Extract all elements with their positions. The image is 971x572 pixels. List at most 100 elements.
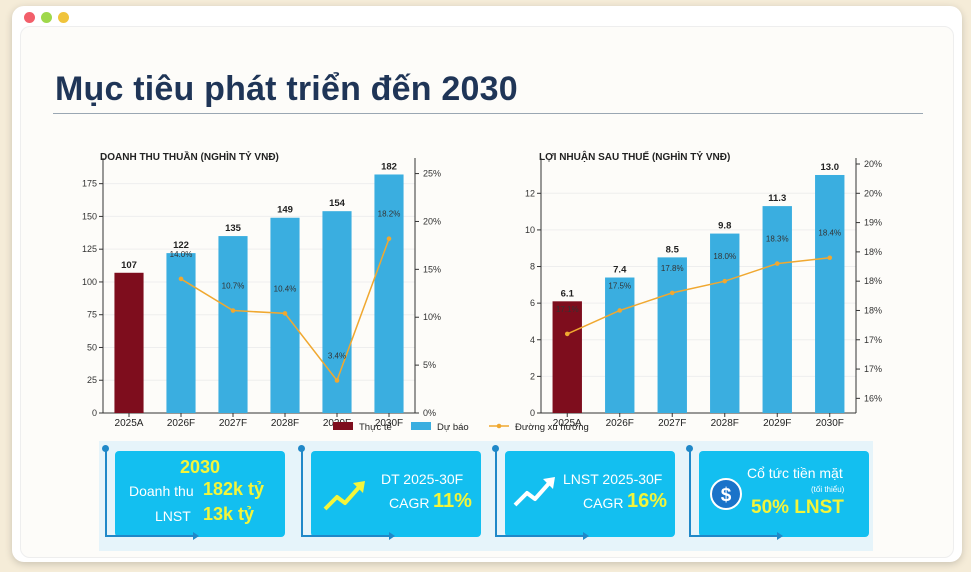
- close-window-button[interactable]: [24, 12, 35, 23]
- y2-tick-label: 20%: [423, 216, 441, 226]
- frame-line: [301, 447, 303, 537]
- chart-title: LỢI NHUẬN SAU THUẾ (NGHÌN TỶ VNĐ): [539, 150, 730, 163]
- y2-tick-label: 18%: [864, 276, 882, 286]
- trend-point: [617, 308, 623, 313]
- legend-swatch: [333, 422, 353, 430]
- x-tick-label: 2028F: [271, 418, 299, 429]
- trend-up-icon: [323, 481, 365, 511]
- trend-point: [230, 308, 236, 313]
- y2-tick-label: 16%: [864, 393, 882, 403]
- trend-value-label: 18.4%: [818, 229, 841, 238]
- kpi-cagr-value: 16%: [627, 490, 668, 512]
- frame-line: [495, 447, 497, 537]
- app-window: Mục tiêu phát triển đến 2030 DOANH THU T…: [12, 6, 962, 562]
- charts-area: DOANH THU THUẦN (NGHÌN TỶ VNĐ) 0 25 50 75 100…: [82, 150, 882, 433]
- bar-2027F: [218, 236, 248, 413]
- bar-2030F: [374, 174, 404, 413]
- bar-2028F: [710, 233, 740, 413]
- bar-value-label: 149: [277, 205, 293, 216]
- y-tick-label: 175: [82, 179, 97, 189]
- trend-point: [669, 290, 675, 296]
- bar-2025A: [552, 301, 582, 413]
- trend-point: [774, 261, 780, 266]
- bar-2027F: [657, 257, 687, 413]
- trend-value-label: 18.2%: [378, 210, 401, 219]
- y-tick-label: 50: [87, 342, 97, 352]
- trend-point: [386, 236, 392, 241]
- bar-2029F: [762, 206, 792, 413]
- maximize-window-button[interactable]: [58, 12, 69, 23]
- y-tick-label: 25: [87, 375, 97, 385]
- slide-title: Mục tiêu phát triển đến 2030: [55, 70, 518, 108]
- y-tick-label: 12: [525, 188, 535, 198]
- kpi-dividend-note: (tối thiểu): [811, 485, 845, 494]
- bar-value-label: 6.1: [561, 288, 575, 299]
- kpi-dividend-value: 50% LNST: [751, 497, 844, 518]
- trend-point: [564, 331, 570, 337]
- y-tick-label: 2: [530, 371, 535, 381]
- y2-tick-label: 5%: [423, 360, 436, 370]
- y-tick-label: 150: [82, 211, 97, 221]
- trend-point: [722, 278, 728, 284]
- x-tick-label: 2028F: [711, 418, 739, 429]
- kpi-profit-label: LNST: [155, 508, 191, 524]
- bar-value-label: 7.4: [613, 265, 627, 276]
- y2-tick-label: 20%: [864, 159, 882, 169]
- bar-value-label: 9.8: [718, 221, 731, 232]
- x-tick-label: 2026F: [606, 418, 634, 429]
- x-tick-label: 2026F: [167, 418, 195, 429]
- trend-up-icon: [513, 477, 555, 507]
- y2-tick-label: 10%: [423, 312, 441, 322]
- legend-label: Dự báo: [437, 422, 469, 433]
- x-tick-label: 2029F: [763, 418, 791, 429]
- trend-value-label: 17.8%: [661, 264, 684, 273]
- y-tick-label: 75: [87, 310, 97, 320]
- kpi-revenue-value: 182k tỷ: [203, 479, 265, 499]
- kpi-cagr-label: CAGR: [583, 495, 624, 511]
- kpi-revenue-period: DT 2025-30F: [381, 471, 464, 487]
- bar-2030F: [815, 174, 845, 413]
- bar-2026F: [605, 277, 635, 413]
- kpi-cagr-label: CAGR: [389, 495, 430, 511]
- y2-tick-label: 25%: [423, 169, 441, 179]
- x-tick-label: 2030F: [375, 418, 403, 429]
- y2-tick-label: 18%: [864, 247, 882, 257]
- trend-point: [282, 311, 288, 316]
- trend-point: [178, 276, 184, 282]
- y-tick-label: 6: [530, 298, 535, 308]
- kpi-profit-period: LNST 2025-30F: [563, 471, 663, 487]
- trend-value-label: 10.7%: [222, 282, 245, 291]
- y-tick-label: 0: [92, 408, 97, 418]
- frame-arrow: [495, 532, 589, 540]
- trend-value-label: 3.4%: [328, 351, 346, 360]
- y2-tick-label: 20%: [864, 188, 882, 198]
- bar-value-label: 135: [225, 223, 242, 234]
- frame-arrow: [105, 532, 199, 540]
- chart-title: DOANH THU THUẦN (NGHÌN TỶ VNĐ): [100, 150, 279, 163]
- kpi-year: 2030: [179, 457, 221, 477]
- trend-value-label: 17.5%: [608, 281, 631, 290]
- y2-tick-label: 17%: [864, 364, 882, 374]
- trend-value-label: 17.1%: [556, 305, 579, 314]
- kpi-banner: 2030 Doanh thu 182k tỷ LNST 13k tỷ DT 20…: [99, 441, 873, 551]
- trend-value-label: 14.0%: [170, 250, 193, 259]
- kpi-card-revenue-cagr: DT 2025-30F CAGR 11%: [298, 445, 481, 540]
- x-tick-label: 2025A: [553, 418, 582, 429]
- kpi-card-2030-targets: 2030 Doanh thu 182k tỷ LNST 13k tỷ: [102, 445, 285, 540]
- trend-line: [566, 256, 830, 335]
- legend-label: Thực tế: [359, 422, 392, 433]
- bar-value-label: 8.5: [666, 244, 680, 255]
- bar-value-label: 11.3: [768, 193, 786, 204]
- minimize-window-button[interactable]: [41, 12, 52, 23]
- legend-swatch: [411, 422, 431, 430]
- bar-value-label: 13.0: [821, 162, 840, 173]
- frame-arrow: [301, 532, 395, 540]
- frame-line: [105, 447, 107, 537]
- title-divider: [53, 113, 923, 114]
- x-tick-label: 2025A: [115, 418, 144, 429]
- svg-text:$: $: [721, 485, 732, 506]
- kpi-revenue-label: Doanh thu: [129, 483, 194, 499]
- y-tick-label: 100: [82, 277, 97, 287]
- frame-line: [689, 447, 691, 537]
- trend-value-label: 18.0%: [713, 252, 736, 261]
